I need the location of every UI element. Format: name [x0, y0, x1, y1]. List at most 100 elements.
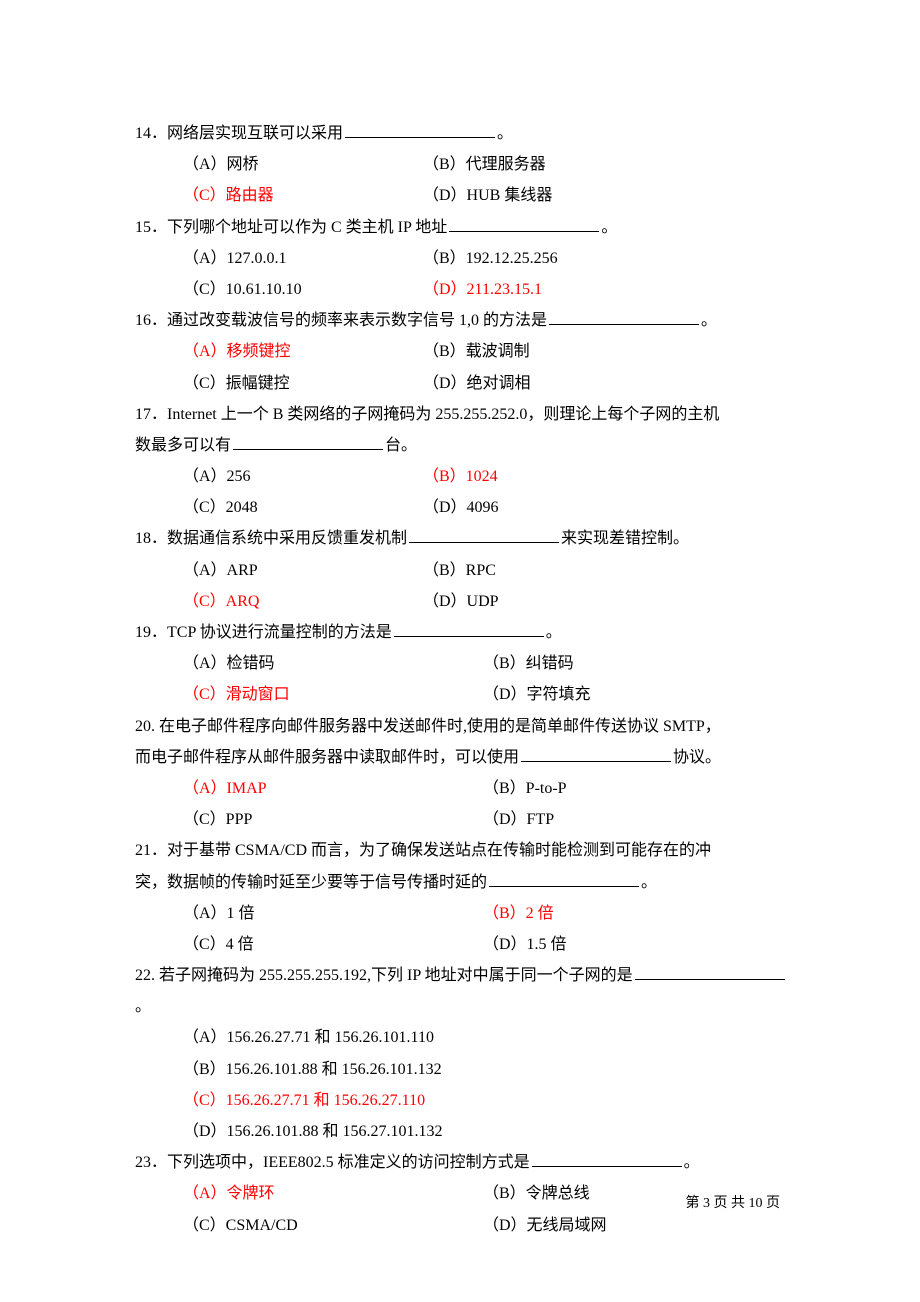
option-a: （C）路由器	[183, 180, 423, 211]
fill-blank	[409, 527, 559, 543]
fill-blank	[449, 216, 599, 232]
options-row: （C）PPP（D）FTP	[183, 804, 790, 835]
options-block: （A）移频键控（B）载波调制（C）振幅键控（D）绝对调相	[135, 336, 790, 398]
options-block: （A）检错码（B）纠错码（C）滑动窗口（D）字符填充	[135, 648, 790, 710]
option-a: （C）10.61.10.10	[183, 274, 423, 305]
question-stem: 16．通过改变载波信号的频率来表示数字信号 1,0 的方法是 。	[135, 305, 790, 336]
option-b: （D）绝对调相	[423, 368, 531, 399]
fill-blank	[635, 964, 785, 980]
option-b: （D）211.23.15.1	[423, 274, 542, 305]
options-row: （C）滑动窗口（D）字符填充	[183, 679, 790, 710]
question-stem-pre: 15．下列哪个地址可以作为 C 类主机 IP 地址	[135, 219, 447, 236]
option-b: （B）1024	[423, 461, 498, 492]
options-row: （A）IMAP（B）P-to-P	[183, 773, 790, 804]
option-b: （D）FTP	[483, 804, 554, 835]
question-stem-pre: 19．TCP 协议进行流量控制的方法是	[135, 624, 392, 641]
question-stem-pre: 16．通过改变载波信号的频率来表示数字信号 1,0 的方法是	[135, 312, 547, 329]
options-row: （A）检错码（B）纠错码	[183, 648, 790, 679]
option-b: （B）2 倍	[483, 898, 554, 929]
options-row: （A）移频键控（B）载波调制	[183, 336, 790, 367]
option-a: （C）4 倍	[183, 929, 483, 960]
option-b: （D）1.5 倍	[483, 929, 567, 960]
option: （B）156.26.101.88 和 156.26.101.132	[183, 1054, 790, 1085]
option: （A）156.26.27.71 和 156.26.101.110	[183, 1022, 790, 1053]
question-stem-post: 。	[497, 125, 513, 142]
question-stem-pre: 突，数据帧的传输时延至少要等于信号传播时延的	[135, 874, 487, 891]
page-footer: 第 3 页 共 10 页	[686, 1192, 781, 1212]
options-block: （A）156.26.27.71 和 156.26.101.110（B）156.2…	[135, 1022, 790, 1147]
question-stem-post: 来实现差错控制。	[561, 530, 689, 547]
options-row: （C）2048（D）4096	[183, 492, 790, 523]
question-stem-post: 。	[135, 998, 151, 1015]
question-stem-post: 。	[701, 312, 717, 329]
question-stem-post: 。	[684, 1154, 700, 1171]
options-block: （A）ARP（B）RPC（C）ARQ（D）UDP	[135, 555, 790, 617]
option-a: （A）移频键控	[183, 336, 423, 367]
option-b: （B）载波调制	[423, 336, 530, 367]
options-block: （A）网桥（B）代理服务器（C）路由器（D）HUB 集线器	[135, 149, 790, 211]
option-b: （B）令牌总线	[483, 1178, 590, 1209]
option-b: （B）代理服务器	[423, 149, 546, 180]
option-b: （B）纠错码	[483, 648, 574, 679]
option-b: （D）4096	[423, 492, 499, 523]
options-block: （A）256（B）1024（C）2048（D）4096	[135, 461, 790, 523]
question-stem: 23．下列选项中，IEEE802.5 标准定义的访问控制方式是 。	[135, 1147, 790, 1178]
options-row: （A）127.0.0.1（B）192.12.25.256	[183, 243, 790, 274]
fill-blank	[233, 434, 383, 450]
option-a: （A）127.0.0.1	[183, 243, 423, 274]
option-b: （B）RPC	[423, 555, 496, 586]
question-stem: 18．数据通信系统中采用反馈重发机制来实现差错控制。	[135, 523, 790, 554]
option-a: （A）IMAP	[183, 773, 483, 804]
option-b: （D）字符填充	[483, 679, 591, 710]
question-stem-line1: 21．对于基带 CSMA/CD 而言，为了确保发送站点在传输时能检测到可能存在的…	[135, 835, 790, 866]
option-a: （C）振幅键控	[183, 368, 423, 399]
option-a: （A）256	[183, 461, 423, 492]
option-a: （A）检错码	[183, 648, 483, 679]
question-stem-pre: 数最多可以有	[135, 437, 231, 454]
question-stem-pre: 23．下列选项中，IEEE802.5 标准定义的访问控制方式是	[135, 1154, 530, 1171]
option-b: （D）HUB 集线器	[423, 180, 552, 211]
option-b: （B）P-to-P	[483, 773, 567, 804]
question-stem-post: 台。	[385, 437, 417, 454]
options-block: （A）127.0.0.1（B）192.12.25.256（C）10.61.10.…	[135, 243, 790, 305]
question-stem-pre: 22. 若子网掩码为 255.255.255.192,下列 IP 地址对中属于同…	[135, 967, 633, 984]
option-a: （A）令牌环	[183, 1178, 483, 1209]
options-block: （A）1 倍（B）2 倍（C）4 倍（D）1.5 倍	[135, 898, 790, 960]
option-a: （C）ARQ	[183, 586, 423, 617]
question-stem: 22. 若子网掩码为 255.255.255.192,下列 IP 地址对中属于同…	[135, 960, 790, 1022]
option: （C）156.26.27.71 和 156.26.27.110	[183, 1085, 790, 1116]
question-stem-line1: 20. 在电子邮件程序向邮件服务器中发送邮件时,使用的是简单邮件传送协议 SMT…	[135, 711, 790, 742]
question-stem: 而电子邮件程序从邮件服务器中读取邮件时，可以使用 协议。	[135, 742, 790, 773]
fill-blank	[489, 871, 639, 887]
fill-blank	[394, 621, 544, 637]
fill-blank	[345, 122, 495, 138]
options-row: （C）路由器（D）HUB 集线器	[183, 180, 790, 211]
question-stem-post: 协议。	[673, 749, 721, 766]
question-stem-line1: 17．Internet 上一个 B 类网络的子网掩码为 255.255.252.…	[135, 399, 790, 430]
option-a: （C）PPP	[183, 804, 483, 835]
options-row: （A）1 倍（B）2 倍	[183, 898, 790, 929]
question-stem: 14．网络层实现互联可以采用。	[135, 118, 790, 149]
fill-blank	[549, 309, 699, 325]
question-stem-pre: 而电子邮件程序从邮件服务器中读取邮件时，可以使用	[135, 749, 519, 766]
options-row: （A）网桥（B）代理服务器	[183, 149, 790, 180]
options-row: （C）CSMA/CD（D）无线局域网	[183, 1210, 790, 1241]
exam-page: 14．网络层实现互联可以采用。（A）网桥（B）代理服务器（C）路由器（D）HUB…	[0, 0, 920, 1241]
options-block: （A）IMAP（B）P-to-P（C）PPP（D）FTP	[135, 773, 790, 835]
question-stem: 数最多可以有 台。	[135, 430, 790, 461]
fill-blank	[532, 1151, 682, 1167]
question-stem: 突，数据帧的传输时延至少要等于信号传播时延的 。	[135, 867, 790, 898]
question-stem-post: 。	[641, 874, 657, 891]
fill-blank	[521, 746, 671, 762]
option-b: （D）无线局域网	[483, 1210, 607, 1241]
options-row: （C）振幅键控（D）绝对调相	[183, 368, 790, 399]
option-a: （C）滑动窗口	[183, 679, 483, 710]
option-a: （C）CSMA/CD	[183, 1210, 483, 1241]
options-row: （C）4 倍（D）1.5 倍	[183, 929, 790, 960]
option-a: （A）网桥	[183, 149, 423, 180]
question-stem-post: 。	[601, 219, 617, 236]
options-row: （C）10.61.10.10（D）211.23.15.1	[183, 274, 790, 305]
option-b: （B）192.12.25.256	[423, 243, 558, 274]
question-stem: 19．TCP 协议进行流量控制的方法是。	[135, 617, 790, 648]
option-a: （C）2048	[183, 492, 423, 523]
